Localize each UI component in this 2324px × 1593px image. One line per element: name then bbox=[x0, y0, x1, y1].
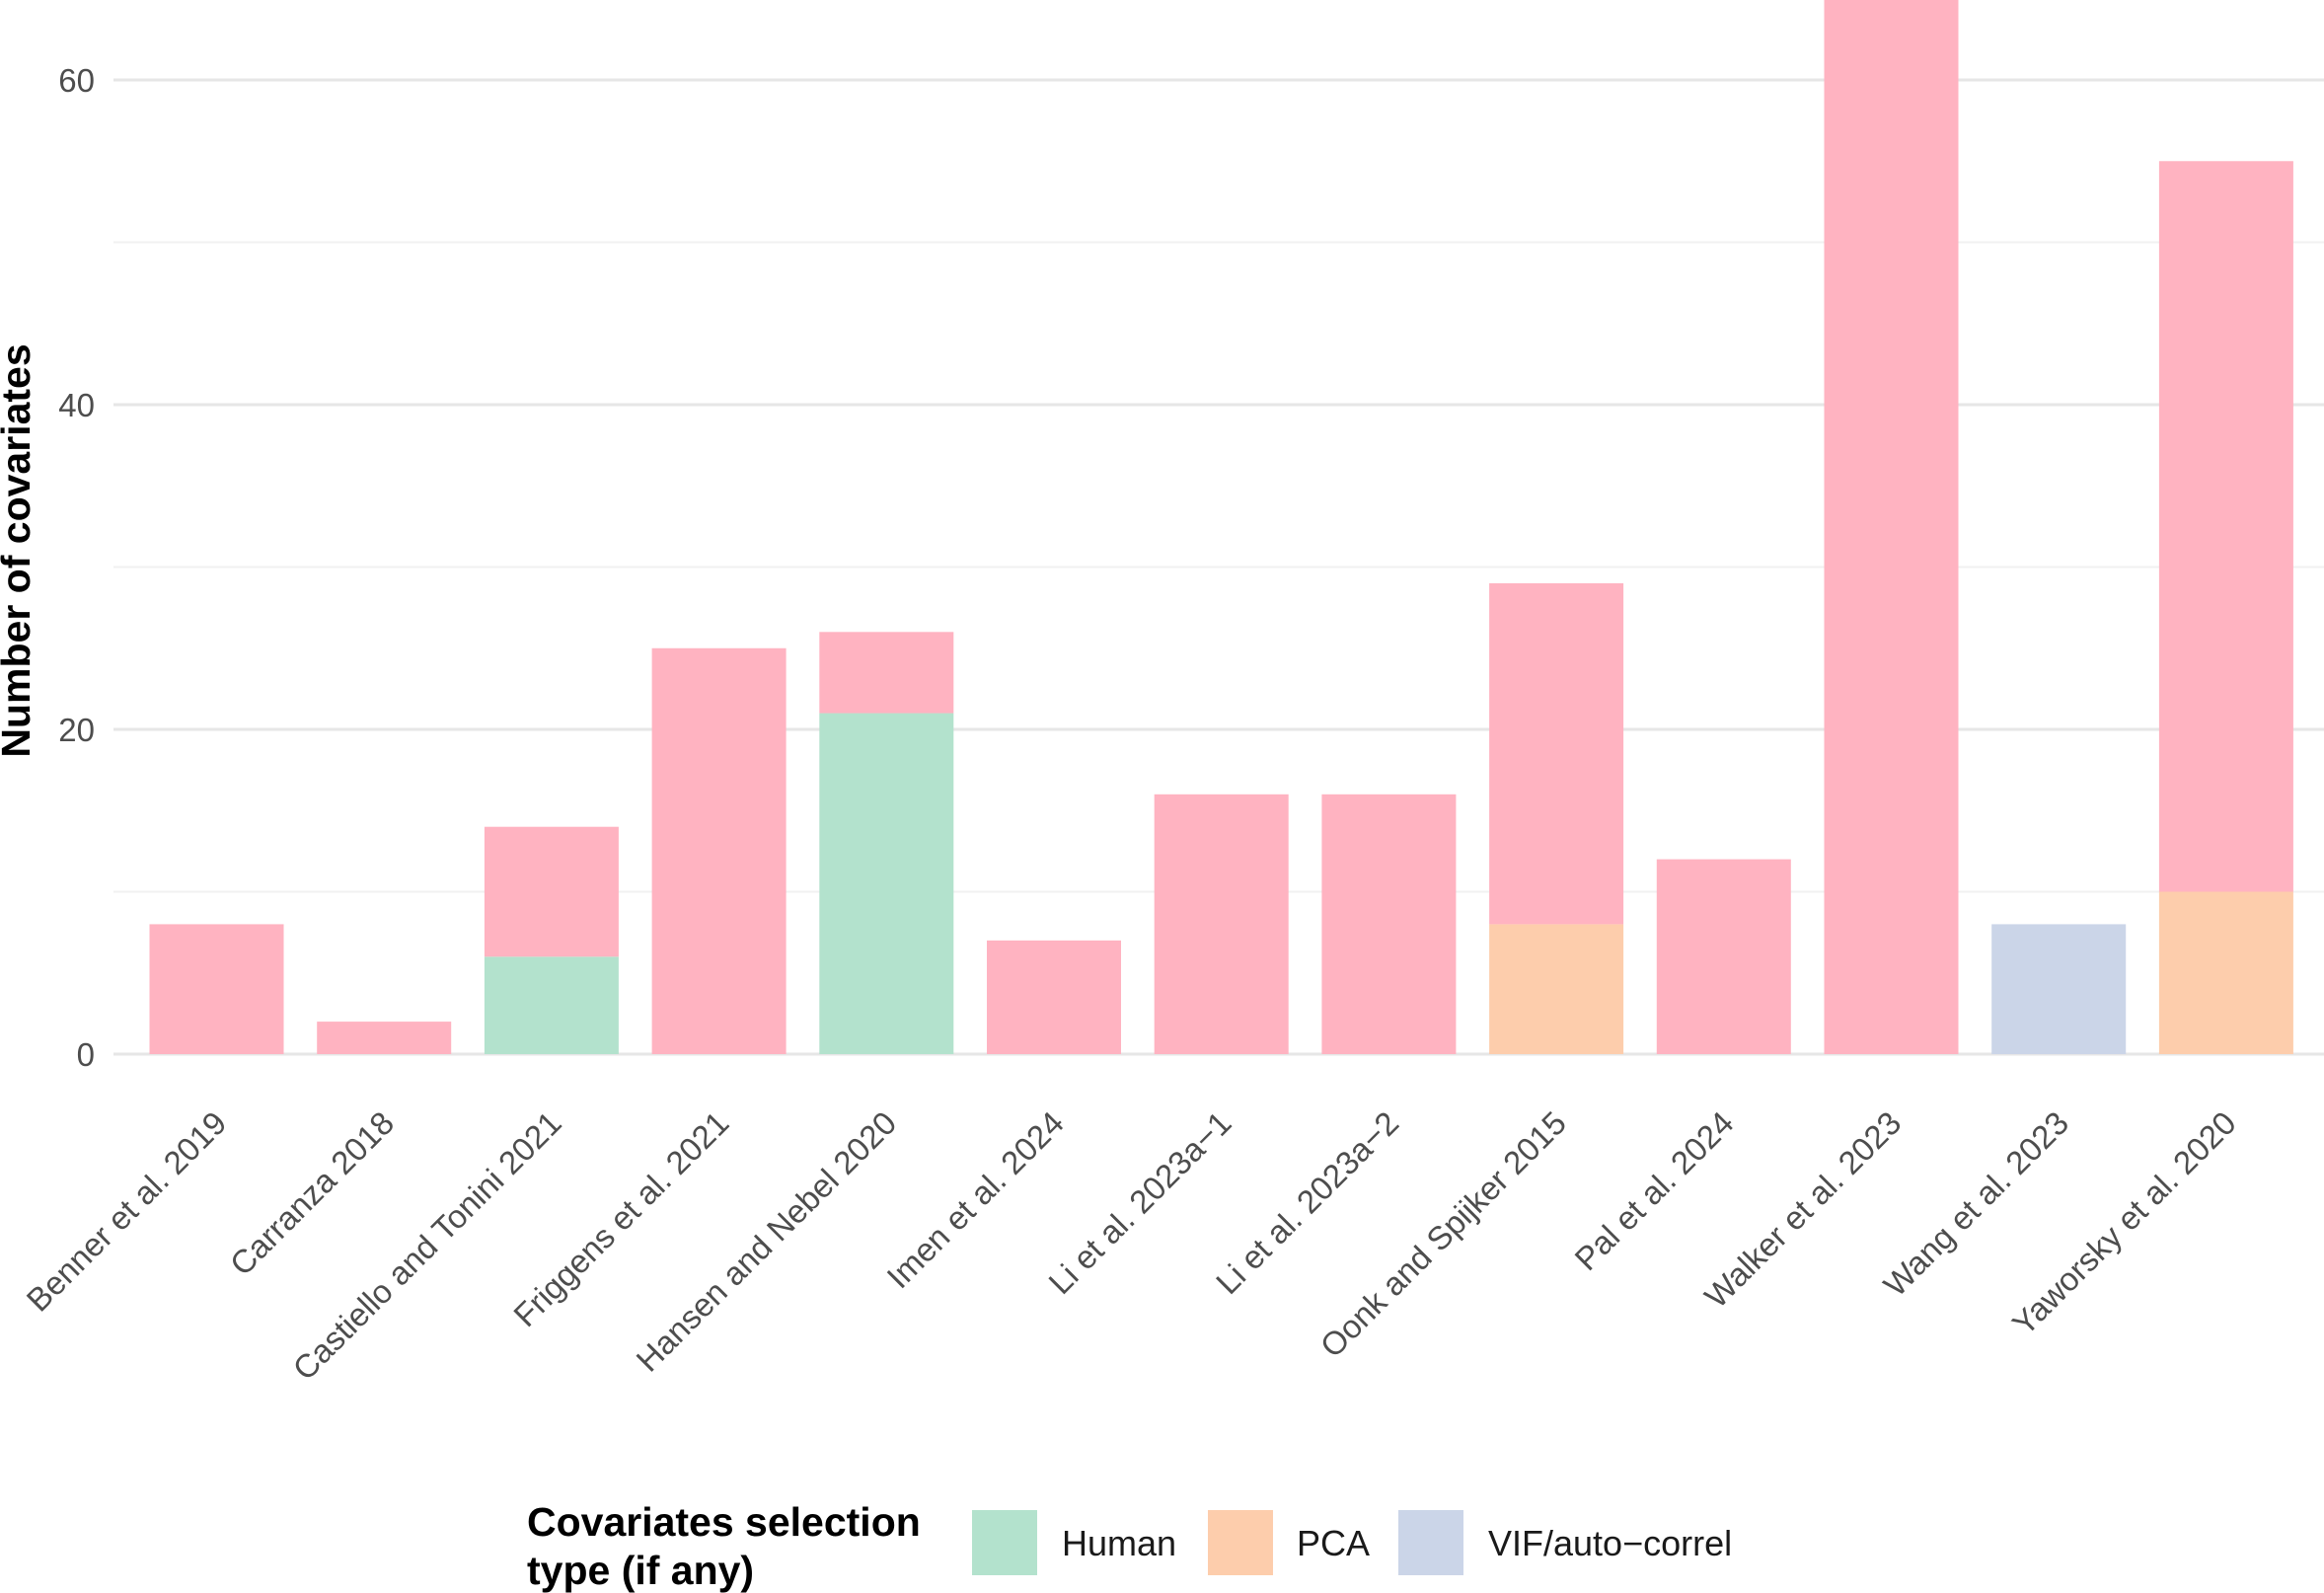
bar-segment bbox=[149, 924, 284, 1054]
x-tick-label: Pal et al. 2024 bbox=[1567, 1104, 1740, 1277]
legend-label: PCA bbox=[1297, 1523, 1370, 1563]
y-tick-label: 60 bbox=[58, 62, 95, 99]
bar-segment bbox=[2158, 161, 2293, 892]
bar-segment bbox=[987, 940, 1121, 1054]
x-tick-label: Castiello and Tonini 2021 bbox=[285, 1104, 567, 1387]
bar-segment bbox=[1824, 0, 1959, 1054]
legend-key bbox=[1208, 1510, 1273, 1575]
bars bbox=[149, 0, 2293, 1054]
bar-segment bbox=[484, 826, 619, 957]
x-tick-label: Li et al. 2023a−2 bbox=[1209, 1104, 1405, 1301]
y-tick-label: 40 bbox=[58, 387, 95, 423]
bar-segment bbox=[1991, 924, 2127, 1054]
bar-segment bbox=[819, 713, 954, 1054]
bar-segment bbox=[1154, 794, 1289, 1054]
gridlines bbox=[113, 78, 2324, 1056]
legend-key bbox=[1398, 1510, 1463, 1575]
y-tick-labels: 0 20 40 60 bbox=[58, 62, 95, 1073]
bar-segment bbox=[2158, 891, 2293, 1054]
bar-segment bbox=[1321, 794, 1457, 1054]
bar-segment bbox=[819, 632, 954, 714]
bar-segment bbox=[1489, 924, 1624, 1054]
legend-label: Human bbox=[1062, 1523, 1176, 1563]
y-axis-title: Number of covariates bbox=[0, 343, 38, 757]
legend-key bbox=[972, 1510, 1037, 1575]
legend-title: type (if any) bbox=[527, 1548, 754, 1593]
x-tick-label: Carranza 2018 bbox=[223, 1104, 402, 1283]
x-tick-label: Imen et al. 2024 bbox=[879, 1104, 1071, 1296]
bar-segment bbox=[1489, 582, 1624, 925]
x-tick-label: Li et al. 2023a−1 bbox=[1041, 1104, 1237, 1301]
bar-segment bbox=[484, 956, 619, 1054]
bar-segment bbox=[651, 647, 787, 1054]
y-tick-label: 20 bbox=[58, 712, 95, 748]
y-tick-label: 0 bbox=[77, 1036, 95, 1073]
bar-segment bbox=[317, 1022, 452, 1054]
legend-title: Covariates selection bbox=[527, 1499, 921, 1545]
bar-segment bbox=[1656, 859, 1791, 1054]
x-tick-label: Benner et al. 2019 bbox=[20, 1104, 234, 1319]
x-tick-label: Wang et al. 2023 bbox=[1876, 1104, 2075, 1304]
legend-label: VIF/auto−correl bbox=[1488, 1523, 1732, 1563]
